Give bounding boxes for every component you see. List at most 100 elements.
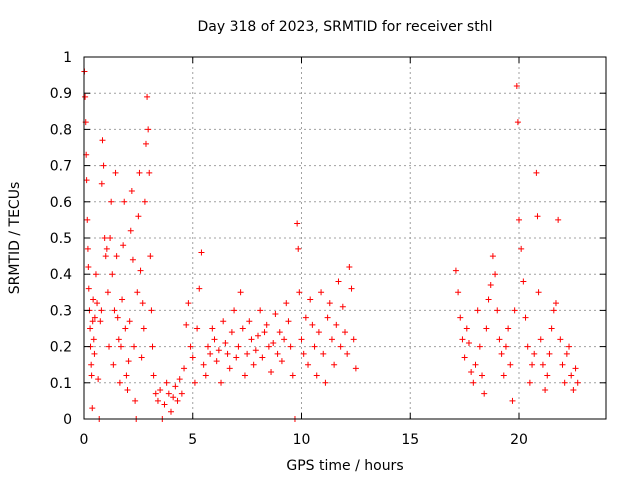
data-point (148, 307, 155, 314)
data-point (152, 390, 159, 397)
data-point (89, 318, 96, 325)
data-point (455, 289, 462, 296)
data-point (110, 361, 117, 368)
data-point (459, 336, 466, 343)
data-point (496, 336, 503, 343)
data-point (514, 119, 521, 126)
data-point (187, 343, 194, 350)
data-point (165, 390, 172, 397)
data-point (97, 318, 104, 325)
data-point (228, 329, 235, 336)
data-point (505, 325, 512, 332)
data-point (84, 216, 91, 223)
data-point (552, 300, 559, 307)
y-tick-label: 1 (63, 50, 72, 66)
data-point (144, 93, 151, 100)
data-point (281, 336, 288, 343)
data-point (196, 285, 203, 292)
x-axis-label: GPS time / hours (286, 458, 403, 474)
data-point (537, 336, 544, 343)
data-point (470, 379, 477, 386)
data-point (285, 318, 292, 325)
data-point (141, 198, 148, 205)
data-point (241, 372, 248, 379)
data-point (318, 289, 325, 296)
x-tick-label: 20 (510, 432, 528, 448)
data-point (574, 379, 581, 386)
data-point (278, 358, 285, 365)
data-point (507, 361, 514, 368)
data-point (140, 325, 147, 332)
data-point (170, 394, 177, 401)
data-point (138, 354, 145, 361)
data-point (476, 343, 483, 350)
data-point (268, 368, 275, 375)
data-point (257, 307, 264, 314)
data-point (335, 278, 342, 285)
data-point (289, 372, 296, 379)
data-point (83, 177, 90, 184)
data-point (134, 289, 141, 296)
data-point (352, 365, 359, 372)
data-point (183, 321, 190, 328)
data-point (511, 307, 518, 314)
y-tick-label: 0.5 (50, 231, 72, 247)
data-point (101, 235, 108, 241)
data-point (307, 296, 314, 303)
data-point (191, 379, 198, 386)
data-point (209, 325, 216, 332)
data-point (302, 314, 309, 321)
chart-title: Day 318 of 2023, SRMTID for receiver sth… (198, 19, 493, 35)
data-point (198, 249, 205, 256)
data-point (82, 93, 89, 100)
data-point (296, 289, 303, 296)
data-point (259, 354, 266, 361)
data-point (294, 220, 301, 227)
data-point (235, 343, 242, 350)
data-point (500, 372, 507, 379)
data-point (178, 390, 185, 397)
x-tick-label: 15 (401, 432, 419, 448)
data-point (331, 361, 338, 368)
data-point (127, 227, 134, 234)
data-point (348, 285, 355, 292)
data-point (542, 387, 549, 394)
y-tick-label: 0.8 (50, 122, 72, 138)
data-point (224, 350, 231, 357)
data-point (174, 397, 181, 404)
data-point (572, 365, 579, 372)
data-point (328, 336, 335, 343)
data-point (305, 361, 312, 368)
data-point (226, 365, 233, 372)
data-point (189, 354, 196, 361)
data-point (98, 307, 105, 314)
data-point (544, 372, 551, 379)
data-point (161, 401, 168, 408)
data-point (91, 314, 98, 321)
data-point (526, 379, 533, 386)
data-point (107, 235, 114, 241)
data-point (90, 336, 97, 343)
y-tick-label: 0 (63, 412, 72, 428)
y-tick-label: 0.9 (50, 86, 72, 102)
data-point (481, 390, 488, 397)
data-point (570, 387, 577, 394)
data-point (546, 350, 553, 357)
data-point (213, 358, 220, 365)
data-point (87, 325, 94, 332)
data-point (84, 245, 91, 252)
data-point (561, 379, 568, 386)
data-point (452, 267, 459, 274)
data-point (513, 82, 520, 89)
data-point (200, 361, 207, 368)
y-tick-label: 0.1 (50, 376, 72, 392)
data-point (85, 285, 92, 292)
y-tick-label: 0.3 (50, 303, 72, 319)
y-tick-label: 0.7 (50, 159, 72, 175)
data-point (244, 350, 251, 357)
data-point (346, 263, 353, 270)
data-points (81, 68, 581, 422)
data-point (270, 339, 277, 346)
data-point (502, 343, 509, 350)
x-tick-label: 0 (80, 432, 89, 448)
